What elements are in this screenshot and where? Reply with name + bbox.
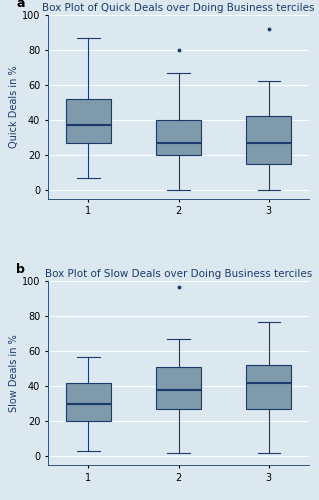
PathPatch shape bbox=[246, 366, 291, 409]
Y-axis label: Slow Deals in %: Slow Deals in % bbox=[9, 334, 19, 412]
Text: b: b bbox=[17, 263, 25, 276]
PathPatch shape bbox=[66, 383, 111, 422]
PathPatch shape bbox=[246, 116, 291, 164]
PathPatch shape bbox=[156, 367, 201, 409]
Text: a: a bbox=[17, 0, 25, 10]
PathPatch shape bbox=[156, 120, 201, 155]
Title: Box Plot of Slow Deals over Doing Business terciles: Box Plot of Slow Deals over Doing Busine… bbox=[45, 269, 312, 279]
Title: Box Plot of Quick Deals over Doing Business terciles: Box Plot of Quick Deals over Doing Busin… bbox=[42, 3, 315, 13]
PathPatch shape bbox=[66, 99, 111, 142]
Y-axis label: Quick Deals in %: Quick Deals in % bbox=[9, 66, 19, 148]
